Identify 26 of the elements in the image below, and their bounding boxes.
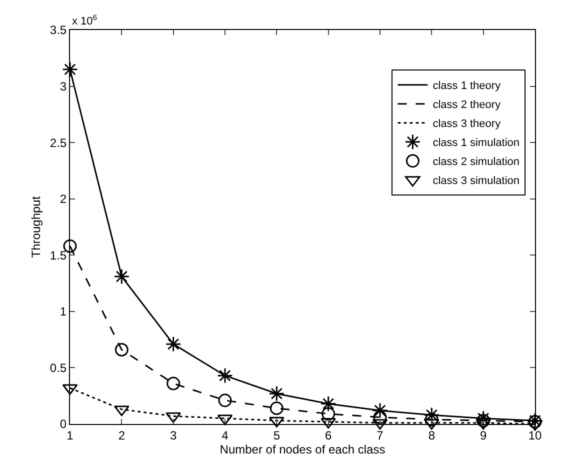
legend-label: class 2 simulation: [432, 156, 520, 168]
legend-label: class 3 theory: [432, 118, 502, 130]
x-tick-label: 2: [118, 428, 126, 442]
x-tick-label: 8: [428, 428, 436, 442]
x-tick-label: 5: [273, 428, 280, 442]
x-tick-label: 10: [528, 428, 542, 442]
x-tick-label: 3: [170, 428, 177, 442]
legend-label: class 2 theory: [432, 99, 502, 112]
text: x 10$^{6}$: [72, 13, 98, 28]
legend-label: class 1 simulation: [432, 137, 520, 150]
x-tick-label: 7: [376, 428, 384, 442]
y-axis-title: Throughput: [29, 196, 44, 258]
y-tick-label: 0.5: [50, 360, 67, 375]
y-tick-label: 3.5: [50, 23, 67, 38]
y-tick-label: 0: [60, 417, 67, 432]
y-tick-label: 2.5: [50, 136, 67, 150]
y-tick-label: 1: [60, 304, 67, 319]
y-tick-label: 3: [60, 79, 67, 94]
legend-label: class 3 simulation: [432, 175, 520, 188]
x-tick-label: 9: [480, 428, 487, 442]
y-tick-label: 1.5: [50, 248, 67, 262]
x-tick-label: 4: [222, 428, 229, 442]
legend-label: class 1 theory: [432, 80, 502, 92]
y-tick-label: 2: [60, 192, 67, 206]
x-axis-title: Number of nodes of each class: [220, 442, 386, 456]
x-tick-label: 6: [324, 428, 332, 442]
